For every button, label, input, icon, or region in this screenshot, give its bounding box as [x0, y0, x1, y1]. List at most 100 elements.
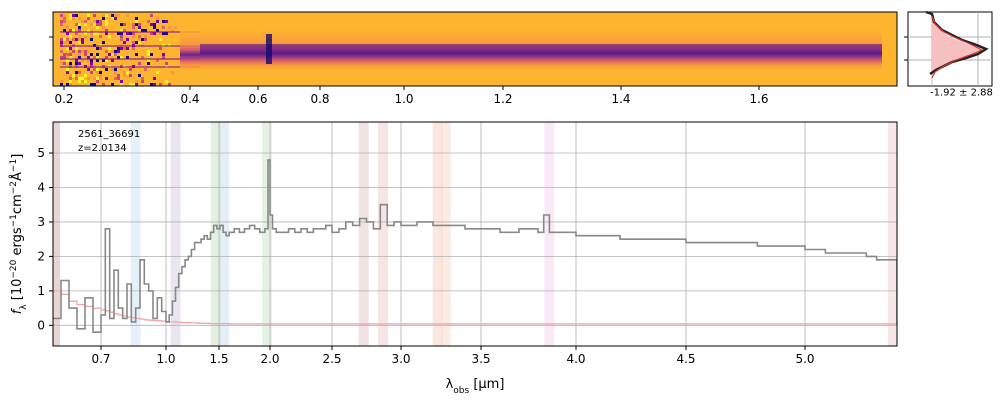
noise-pixel	[120, 29, 123, 32]
noise-pixel	[78, 23, 81, 26]
noise-pixel	[99, 35, 102, 38]
noise-pixel	[63, 23, 66, 26]
noise-pixel	[87, 68, 90, 71]
noise-pixel	[105, 23, 108, 26]
noise-pixel	[105, 59, 108, 62]
noise-pixel	[87, 80, 90, 83]
noise-pixel	[135, 80, 138, 83]
noise-pixel	[132, 29, 135, 32]
profile-label: -1.92 ± 2.88	[930, 87, 993, 98]
noise-pixel	[78, 77, 81, 80]
noise-pixel	[90, 32, 93, 35]
noise-pixel	[69, 35, 72, 38]
noise-pixel	[63, 38, 66, 41]
noise-pixel	[75, 41, 78, 44]
noise-pixel	[138, 35, 141, 38]
noise-pixel	[120, 80, 123, 83]
noise-pixel	[111, 14, 114, 17]
noise-pixel	[72, 14, 75, 17]
noise-pixel	[60, 20, 63, 23]
redshift-annotation: z=2.0134	[78, 143, 127, 154]
noise-pixel	[117, 74, 120, 77]
noise-pixel	[78, 56, 81, 59]
noise-pixel	[63, 71, 66, 74]
noise-pixel	[105, 32, 108, 35]
noise-pixel	[117, 14, 120, 17]
spectrum-1d-frame	[52, 121, 898, 347]
noise-pixel	[75, 32, 78, 35]
noise-pixel	[102, 74, 105, 77]
noise-pixel	[63, 14, 66, 17]
xtick-label-2d: 0.8	[310, 92, 329, 106]
noise-pixel	[63, 41, 66, 44]
noise-pixel	[72, 17, 75, 20]
noise-pixel	[66, 32, 69, 35]
noise-pixel	[99, 23, 102, 26]
noise-pixel	[72, 74, 75, 77]
noise-pixel	[132, 26, 135, 29]
noise-pixel	[93, 32, 96, 35]
noise-pixel	[75, 29, 78, 32]
noise-pixel	[171, 29, 174, 32]
ytick-label-1d: 4	[37, 180, 45, 194]
noise-pixel	[99, 47, 102, 50]
noise-pixel	[141, 56, 144, 59]
noise-pixel	[78, 17, 81, 20]
noise-pixel	[123, 74, 126, 77]
noise-pixel	[63, 20, 66, 23]
noise-pixel	[84, 74, 87, 77]
noise-pixel	[147, 53, 150, 56]
noise-pixel	[105, 20, 108, 23]
noise-pixel	[162, 53, 165, 56]
noise-pixel	[63, 53, 66, 56]
noise-pixel	[114, 50, 117, 53]
noise-pixel	[138, 29, 141, 32]
noise-pixel	[120, 38, 123, 41]
noise-pixel	[84, 35, 87, 38]
noise-pixel	[135, 59, 138, 62]
noise-pixel	[60, 56, 63, 59]
noise-pixel	[108, 35, 111, 38]
noise-pixel	[147, 20, 150, 23]
noise-pixel	[126, 47, 129, 50]
profile-model-line	[931, 15, 984, 79]
line-band	[53, 122, 60, 346]
noise-pixel	[90, 53, 93, 56]
noise-pixel	[165, 20, 168, 23]
noise-pixel	[108, 47, 111, 50]
noise-pixel	[129, 74, 132, 77]
noise-pixel	[144, 50, 147, 53]
noise-pixel	[114, 14, 117, 17]
noise-pixel	[90, 29, 93, 32]
noise-pixel	[78, 41, 81, 44]
noise-pixel	[60, 47, 63, 50]
noise-pixel	[111, 32, 114, 35]
noise-pixel	[117, 50, 120, 53]
noise-pixel	[60, 41, 63, 44]
noise-pixel	[87, 17, 90, 20]
noise-pixel	[96, 59, 99, 62]
noise-pixel	[81, 50, 84, 53]
noise-pixel	[105, 29, 108, 32]
line-band	[210, 122, 221, 346]
noise-pixel	[105, 56, 108, 59]
noise-pixel	[66, 47, 69, 50]
noise-pixel	[60, 17, 63, 20]
noise-pixel	[153, 26, 156, 29]
noise-pixel	[135, 83, 138, 86]
xtick-label-2d: 0.6	[248, 92, 267, 106]
noise-pixel	[63, 29, 66, 32]
noise-pixel	[135, 20, 138, 23]
noise-pixel	[150, 83, 153, 86]
noise-pixel	[120, 23, 123, 26]
noise-pixel	[90, 26, 93, 29]
line-band	[544, 122, 555, 346]
noise-pixel	[60, 50, 63, 53]
noise-pixel	[138, 62, 141, 65]
noise-pixel	[66, 38, 69, 41]
line-bands	[53, 122, 897, 346]
noise-pixel	[66, 53, 69, 56]
noise-pixel	[96, 71, 99, 74]
noise-pixel	[84, 29, 87, 32]
noise-pixel	[138, 41, 141, 44]
